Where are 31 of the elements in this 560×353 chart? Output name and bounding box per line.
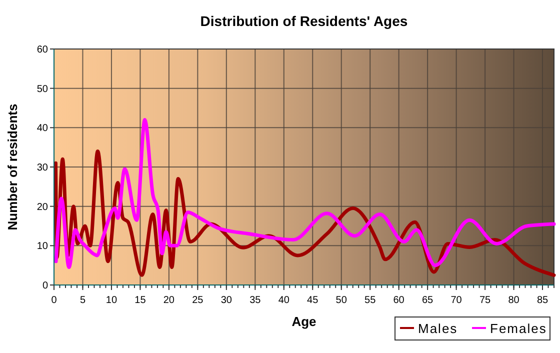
- x-tick-label: 70: [450, 295, 462, 306]
- x-tick-label: 45: [307, 295, 319, 306]
- legend-label: Males: [418, 321, 458, 336]
- x-tick-label: 50: [336, 295, 348, 306]
- y-tick-label: 20: [36, 202, 48, 213]
- y-tick-label: 30: [36, 162, 48, 174]
- x-tick-label: 20: [163, 295, 175, 306]
- y-tick-label: 10: [36, 241, 48, 252]
- x-tick-label: 80: [508, 295, 520, 306]
- x-tick-label: 25: [192, 295, 204, 306]
- x-axis-title: Age: [292, 314, 316, 329]
- x-tick-label: 0: [51, 295, 58, 306]
- x-tick-label: 65: [422, 295, 434, 306]
- x-tick-label: 60: [393, 295, 405, 306]
- y-axis-title: Number of residents: [5, 104, 20, 230]
- x-tick-label: 35: [250, 295, 262, 306]
- x-tick-label: 10: [106, 295, 118, 306]
- legend-label: Females: [490, 321, 547, 336]
- x-tick-label: 75: [479, 295, 492, 306]
- x-tick-label: 40: [278, 295, 290, 306]
- y-tick-label: 60: [36, 44, 48, 56]
- y-tick-label: 0: [42, 280, 48, 292]
- x-tick-label: 5: [80, 295, 86, 306]
- line-series: [54, 118, 556, 270]
- chart-title: Distribution of Residents' Ages: [200, 13, 408, 29]
- x-tick-label: 85: [536, 295, 549, 306]
- x-tick-label: 15: [134, 295, 146, 306]
- y-tick-label: 50: [36, 84, 48, 95]
- x-tick-label: 30: [220, 295, 232, 306]
- x-tick-label: 55: [364, 295, 376, 306]
- y-tick-label: 40: [36, 123, 48, 134]
